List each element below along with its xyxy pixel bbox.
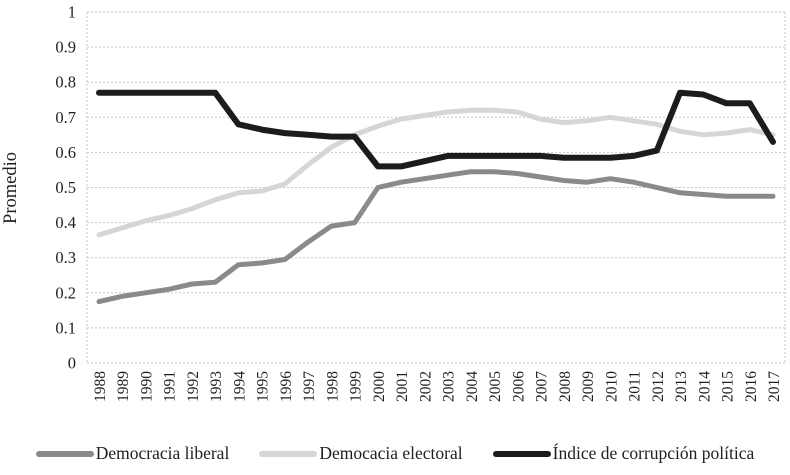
x-tick-label-1995: 1995: [255, 371, 272, 402]
y-tick-label-0.3: 0.3: [55, 248, 76, 267]
y-tick-label-0.9: 0.9: [55, 38, 76, 57]
legend-swatch-democacia-electoral: [259, 450, 318, 457]
legend-swatch-indice-corrupcion: [492, 450, 551, 457]
x-tick-label-2017: 2017: [766, 371, 783, 402]
y-tick-label-0.7: 0.7: [55, 108, 76, 127]
x-tick-label-1996: 1996: [278, 371, 295, 402]
x-tick-label-2012: 2012: [650, 371, 667, 402]
x-tick-label-1994: 1994: [231, 371, 248, 402]
y-tick-label-0.6: 0.6: [55, 143, 76, 162]
x-tick-label-2011: 2011: [627, 371, 644, 401]
x-tick-label-1991: 1991: [162, 371, 179, 402]
legend-item-democacia-electoral: Democacia electoral: [259, 443, 463, 464]
legend-label-democacia-electoral: Democacia electoral: [319, 443, 463, 463]
legend-label-indice-corrupcion: Índice de corrupción política: [552, 443, 755, 463]
y-tick-label-0.1: 0.1: [55, 318, 76, 337]
x-tick-label-2013: 2013: [673, 371, 690, 402]
legend-item-indice-corrupcion: Índice de corrupción política: [492, 443, 755, 464]
y-tick-label-0.5: 0.5: [55, 178, 76, 197]
x-tick-label-1999: 1999: [348, 371, 365, 402]
x-tick-label-1997: 1997: [301, 371, 318, 402]
x-tick-label-2015: 2015: [720, 371, 737, 402]
x-tick-label-2009: 2009: [580, 371, 597, 402]
x-tick-label-1989: 1989: [115, 371, 132, 402]
x-tick-label-2006: 2006: [510, 371, 527, 402]
x-tick-label-1998: 1998: [324, 371, 341, 402]
y-tick-label-1: 1: [68, 3, 76, 22]
legend-swatch-democracia-liberal: [35, 450, 94, 457]
y-axis-title: Promedio: [1, 152, 21, 224]
x-tick-label-1988: 1988: [92, 371, 109, 402]
x-tick-label-2008: 2008: [557, 371, 574, 402]
series-line-0-democracia-liberal: [96, 169, 776, 305]
x-tick-label-2002: 2002: [417, 371, 434, 402]
x-tick-label-1992: 1992: [185, 371, 202, 402]
x-tick-label-2001: 2001: [394, 371, 411, 402]
x-tick-label-2016: 2016: [743, 371, 760, 402]
y-tick-label-0.4: 0.4: [55, 213, 76, 232]
y-tick-label-0.2: 0.2: [55, 283, 76, 302]
y-tick-label-0.8: 0.8: [55, 73, 76, 92]
chart-legend: Democracia liberal Democacia electoral Í…: [0, 443, 790, 464]
series-line-2--ndice-de-corrupci-n-pol-tica: [96, 89, 776, 170]
legend-item-democracia-liberal: Democracia liberal: [35, 443, 230, 464]
x-tick-label-2010: 2010: [603, 371, 620, 402]
series-line-1-democacia-electoral: [96, 107, 776, 238]
x-tick-label-2014: 2014: [696, 371, 713, 402]
x-tick-label-1990: 1990: [138, 371, 155, 402]
x-tick-label-2003: 2003: [441, 371, 458, 402]
x-tick-label-2000: 2000: [371, 371, 388, 402]
legend-label-democracia-liberal: Democracia liberal: [95, 443, 230, 463]
x-tick-label-2007: 2007: [534, 371, 551, 402]
y-tick-label-0: 0: [68, 354, 76, 373]
x-tick-label-2004: 2004: [464, 371, 481, 402]
x-tick-label-2005: 2005: [487, 371, 504, 402]
x-tick-label-1993: 1993: [208, 371, 225, 402]
